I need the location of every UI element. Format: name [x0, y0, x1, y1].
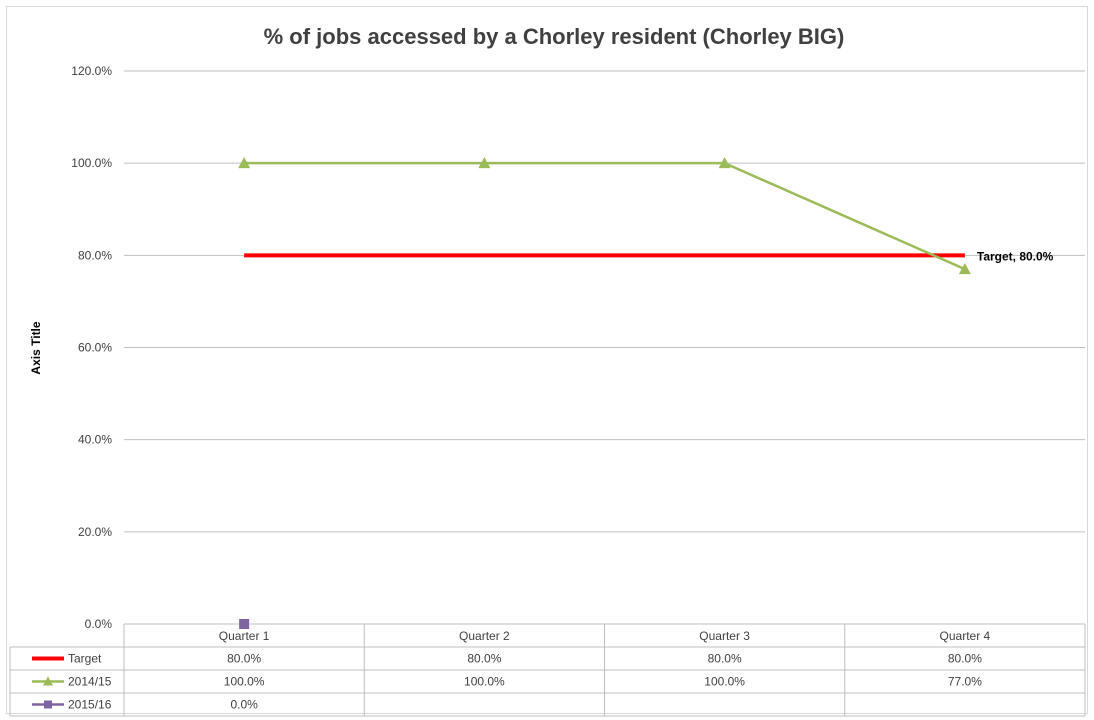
legend-label: Target — [68, 652, 102, 666]
table-value: 80.0% — [948, 652, 982, 666]
table-value: 80.0% — [227, 652, 261, 666]
y-axis-ticks: 0.0% 20.0% 40.0% 60.0% 80.0% 100.0% 120.0% — [71, 64, 112, 631]
table-value: 100.0% — [704, 675, 745, 689]
y-tick-label: 80.0% — [78, 248, 112, 262]
legend-label: 2014/15 — [68, 675, 112, 689]
x-tick-label: Quarter 1 — [219, 629, 270, 643]
annotations: Target, 80.0% — [977, 249, 1054, 263]
y-tick-label: 60.0% — [78, 341, 112, 355]
data-label: Target, 80.0% — [977, 249, 1054, 263]
table-value: 80.0% — [467, 652, 501, 666]
y-tick-label: 40.0% — [78, 433, 112, 447]
series-layer — [238, 157, 971, 629]
table-value: 80.0% — [708, 652, 742, 666]
data-table: Quarter 1 Quarter 2 Quarter 3 Quarter 4 Targ… — [10, 624, 1085, 716]
legend-label: 2015/16 — [68, 698, 112, 712]
series-line-2014-15 — [244, 163, 965, 269]
x-tick-label: Quarter 2 — [459, 629, 510, 643]
x-tick-label: Quarter 3 — [699, 629, 750, 643]
y-tick-label: 100.0% — [71, 156, 112, 170]
table-value: 100.0% — [464, 675, 505, 689]
table-value: 0.0% — [230, 698, 258, 712]
table-value: 77.0% — [948, 675, 982, 689]
y-tick-label: 20.0% — [78, 525, 112, 539]
y-tick-label: 0.0% — [85, 617, 113, 631]
y-tick-label: 120.0% — [71, 64, 112, 78]
table-value: 100.0% — [224, 675, 265, 689]
x-tick-label: Quarter 4 — [940, 629, 991, 643]
chart-title: % of jobs accessed by a Chorley resident… — [264, 24, 845, 49]
data-point-square — [239, 619, 249, 629]
gridlines — [124, 71, 1085, 624]
y-axis-title: Axis Title — [29, 321, 43, 374]
legend-marker-square — [44, 701, 52, 709]
